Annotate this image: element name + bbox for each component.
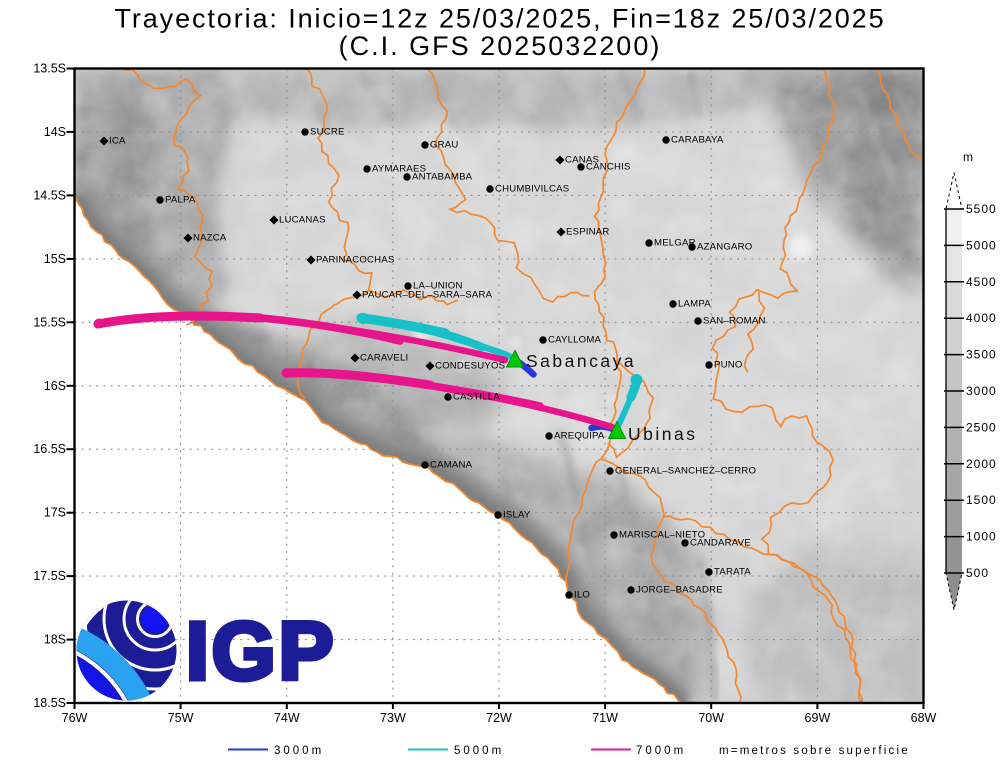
svg-text:IGP: IGP [186,606,336,697]
svg-text:MARISCAL–NIETO: MARISCAL–NIETO [619,529,705,540]
svg-text:CAMANA: CAMANA [430,459,473,470]
svg-text:ILO: ILO [574,589,590,600]
svg-text:14S: 14S [44,125,66,139]
svg-text:500: 500 [966,566,989,580]
svg-text:AZANGARO: AZANGARO [697,241,752,252]
svg-text:(C.I. GFS 2025032200): (C.I. GFS 2025032200) [339,31,662,61]
svg-text:ESPINAR: ESPINAR [566,226,610,237]
svg-text:69W: 69W [805,711,831,725]
svg-text:15S: 15S [44,252,66,266]
svg-text:CASTILLA: CASTILLA [453,391,500,402]
svg-text:17S: 17S [44,506,66,520]
svg-text:NAZCA: NAZCA [193,232,227,243]
svg-text:5500: 5500 [966,202,997,216]
svg-text:m: m [963,150,973,164]
svg-text:ICA: ICA [109,135,126,146]
svg-text:Trayectoria: Inicio=12z 25/03/: Trayectoria: Inicio=12z 25/03/2025, Fin=… [114,4,885,34]
svg-text:2000: 2000 [966,457,997,471]
svg-text:73W: 73W [380,711,406,725]
svg-text:76W: 76W [62,711,88,725]
svg-text:75W: 75W [168,711,194,725]
svg-text:PAUCAR–DEL–SARA–SARA: PAUCAR–DEL–SARA–SARA [362,289,493,300]
svg-text:MELGAR: MELGAR [654,237,696,248]
svg-text:PALPA: PALPA [165,194,196,205]
svg-text:14.5S: 14.5S [33,188,66,202]
svg-text:CANCHIS: CANCHIS [586,161,631,172]
svg-text:CARAVELI: CARAVELI [360,352,408,363]
svg-text:CONDESUYOS: CONDESUYOS [435,360,505,371]
svg-text:4000: 4000 [966,311,997,325]
svg-text:17.5S: 17.5S [33,569,66,583]
svg-text:16S: 16S [44,379,66,393]
svg-text:4500: 4500 [966,275,997,289]
svg-text:18.5S: 18.5S [33,696,66,710]
svg-text:3500: 3500 [966,348,997,362]
svg-text:PARINACOCHAS: PARINACOCHAS [316,254,394,265]
svg-text:CANDARAVE: CANDARAVE [690,537,751,548]
svg-text:7000m: 7000m [636,745,686,757]
svg-text:2500: 2500 [966,420,997,434]
svg-text:70W: 70W [698,711,724,725]
svg-text:GENERAL–SANCHEZ–CERRO: GENERAL–SANCHEZ–CERRO [615,465,756,476]
svg-text:CANAS: CANAS [565,154,599,165]
svg-text:CARABAYA: CARABAYA [671,134,724,145]
svg-text:Ubinas: Ubinas [628,424,697,444]
svg-text:ISLAY: ISLAY [503,509,531,520]
svg-text:AREQUIPA: AREQUIPA [554,430,605,441]
svg-text:m=metros sobre superficie: m=metros sobre superficie [719,745,910,757]
svg-text:3000m: 3000m [274,745,324,757]
svg-text:15.5S: 15.5S [33,315,66,329]
svg-text:72W: 72W [486,711,512,725]
svg-text:CAYLLOMA: CAYLLOMA [548,334,602,345]
svg-text:13.5S: 13.5S [33,62,66,76]
svg-text:CHUMBIVILCAS: CHUMBIVILCAS [495,183,569,194]
svg-text:71W: 71W [592,711,618,725]
svg-text:SAN–ROMAN: SAN–ROMAN [703,315,766,326]
svg-text:LA–UNION: LA–UNION [413,280,463,291]
svg-text:18S: 18S [44,633,66,647]
svg-text:GRAU: GRAU [430,139,459,150]
svg-text:5000: 5000 [966,238,997,252]
svg-text:Sabancaya: Sabancaya [526,351,636,371]
svg-text:SUCRE: SUCRE [310,126,345,137]
svg-text:16.5S: 16.5S [33,442,66,456]
svg-text:68W: 68W [911,711,937,725]
svg-text:TARATA: TARATA [714,566,751,577]
svg-text:74W: 74W [274,711,300,725]
svg-text:5000m: 5000m [454,745,504,757]
svg-text:1000: 1000 [966,530,997,544]
svg-text:ANTABAMBA: ANTABAMBA [412,171,473,182]
svg-text:JORGE–BASADRE: JORGE–BASADRE [636,584,723,595]
svg-text:LAMPA: LAMPA [678,298,711,309]
svg-text:PUNO: PUNO [714,359,743,370]
svg-text:LUCANAS: LUCANAS [279,214,326,225]
svg-text:3000: 3000 [966,384,997,398]
svg-text:1500: 1500 [966,493,997,507]
svg-text:AYMARAES: AYMARAES [372,163,426,174]
